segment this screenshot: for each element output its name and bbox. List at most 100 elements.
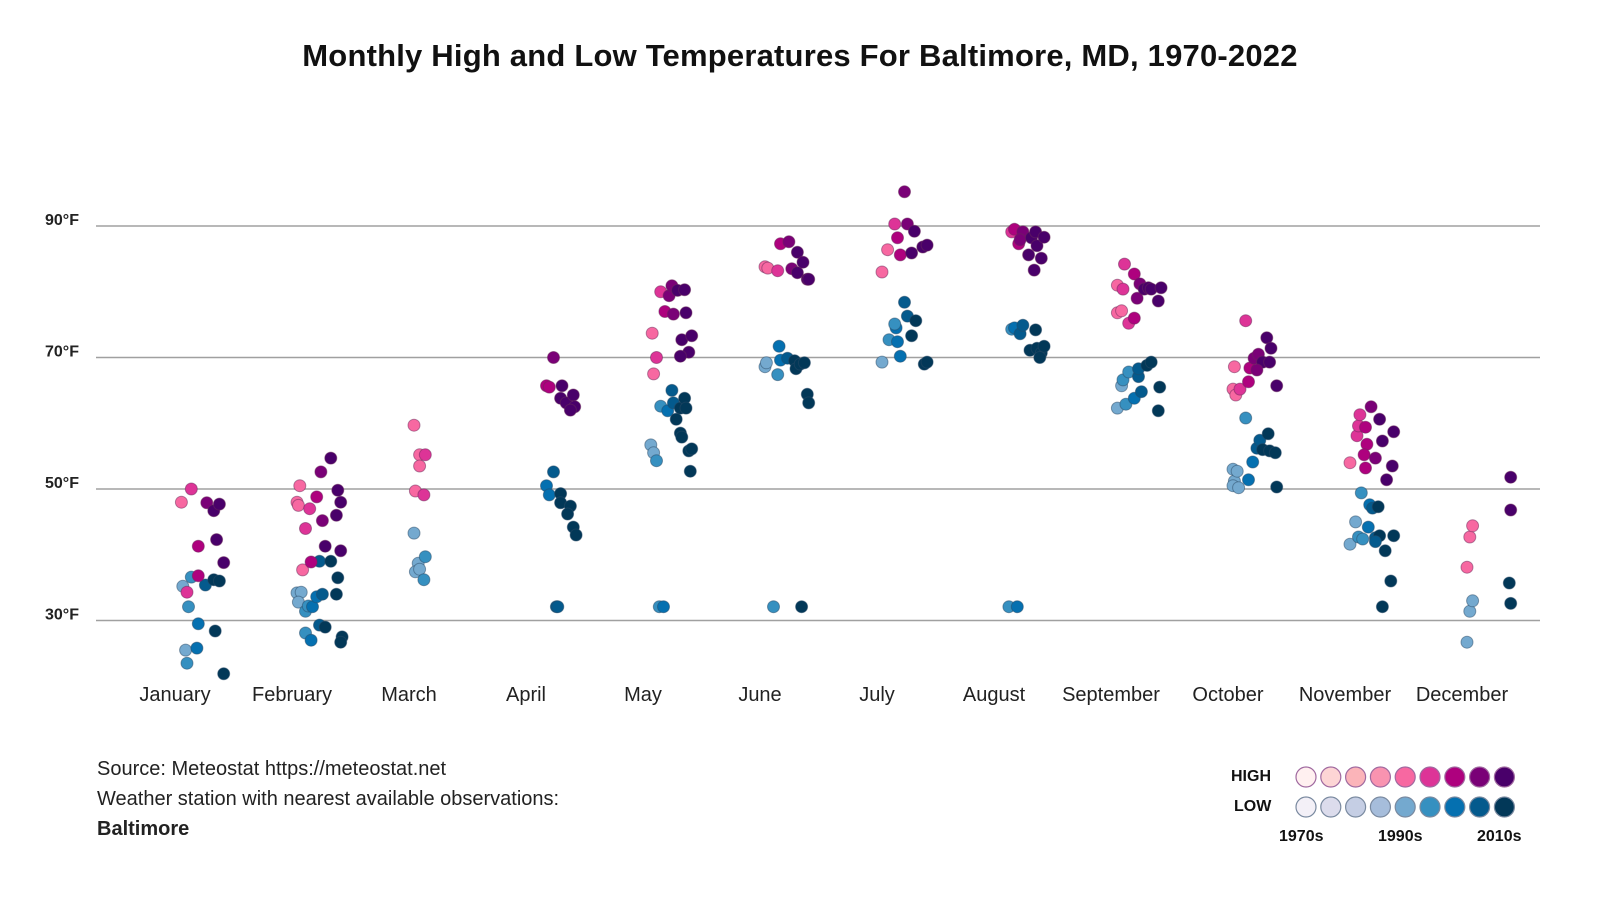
- high-temp-point: [802, 272, 816, 286]
- low-temp-point: [772, 339, 786, 353]
- low-temp-point: [898, 295, 911, 309]
- legend-high-swatch: [1295, 766, 1317, 788]
- high-temp-point: [291, 498, 305, 512]
- low-temp-point: [551, 600, 565, 614]
- legend-high-swatch: [1444, 766, 1466, 788]
- high-temp-point: [563, 403, 577, 417]
- low-temp-point: [1270, 480, 1284, 494]
- high-temp-point: [875, 265, 889, 279]
- high-temp-point: [1343, 456, 1357, 470]
- x-tick-label: March: [381, 684, 437, 706]
- high-temp-point: [334, 544, 348, 558]
- high-temp-point: [1466, 519, 1480, 533]
- low-temp-point: [1239, 411, 1253, 425]
- x-tick-label: April: [506, 684, 546, 706]
- low-temp-point: [1504, 596, 1518, 610]
- low-temp-point: [1343, 537, 1357, 551]
- high-temp-point: [790, 245, 804, 259]
- legend-low-swatch: [1295, 796, 1317, 818]
- low-temp-point: [329, 587, 343, 601]
- high-temp-point: [1463, 530, 1477, 544]
- legend-high-label: HIGH: [1231, 768, 1271, 785]
- high-temp-point: [1504, 503, 1518, 517]
- low-temp-point: [657, 600, 670, 614]
- high-temp-point: [1127, 267, 1141, 281]
- high-temp-point: [666, 307, 680, 321]
- low-temp-point: [180, 656, 194, 670]
- low-temp-point: [191, 617, 205, 631]
- x-tick-label: November: [1299, 684, 1392, 706]
- high-temp-point: [304, 555, 318, 569]
- station-name: Baltimore: [97, 818, 190, 840]
- high-temp-point: [217, 556, 231, 570]
- low-temp-point: [685, 442, 699, 456]
- legend-decade-2010s: 2010s: [1477, 828, 1522, 845]
- high-temp-point: [1364, 400, 1378, 414]
- high-temp-point: [191, 569, 205, 583]
- high-temp-point: [324, 451, 338, 465]
- x-tick-label: June: [738, 684, 781, 706]
- low-temp-point: [759, 356, 773, 370]
- high-temp-point: [891, 231, 904, 245]
- high-temp-point: [1504, 470, 1518, 484]
- high-temp-point: [547, 351, 560, 364]
- high-temp-point: [685, 329, 699, 343]
- high-temp-point: [898, 185, 911, 199]
- y-tick-label: 70°F: [45, 344, 79, 361]
- low-temp-point: [569, 528, 583, 542]
- low-temp-point: [1349, 515, 1363, 529]
- low-temp-point: [182, 600, 195, 614]
- high-temp-point: [647, 367, 661, 381]
- high-temp-point: [407, 418, 421, 432]
- low-temp-point: [650, 454, 663, 468]
- legend-low-swatch: [1369, 796, 1392, 818]
- high-temp-point: [1239, 314, 1253, 328]
- high-temp-point: [1027, 263, 1041, 277]
- high-temp-point: [296, 563, 310, 577]
- low-temp-point: [875, 355, 889, 369]
- source-text: Source: Meteostat https://meteostat.net: [97, 758, 447, 780]
- low-temp-point: [675, 430, 689, 444]
- x-tick-label: May: [624, 684, 662, 706]
- high-temp-point: [905, 246, 919, 260]
- high-temp-point: [1385, 459, 1399, 473]
- low-temp-point: [888, 317, 902, 331]
- high-temp-point: [790, 266, 804, 280]
- high-temp-point: [299, 522, 312, 535]
- high-temp-point: [771, 264, 785, 278]
- low-temp-point: [561, 507, 575, 521]
- high-temp-point: [184, 482, 198, 496]
- low-temp-point: [418, 550, 432, 564]
- low-temp-point: [1356, 532, 1370, 546]
- legend-decade-1990s: 1990s: [1378, 828, 1423, 845]
- low-temp-point: [1151, 404, 1165, 418]
- high-temp-point: [1373, 412, 1387, 426]
- low-temp-point: [1010, 600, 1024, 614]
- low-temp-point: [304, 633, 318, 647]
- high-temp-point: [1387, 425, 1401, 439]
- y-tick-label: 90°F: [45, 212, 79, 229]
- legend-low-swatch: [1320, 796, 1342, 818]
- high-temp-point: [1151, 294, 1165, 308]
- high-temp-point: [1116, 282, 1130, 296]
- low-temp-point: [324, 554, 338, 568]
- low-temp-point: [1460, 635, 1474, 649]
- high-temp-point: [796, 255, 810, 269]
- high-temp-point: [315, 514, 329, 528]
- high-temp-point: [180, 585, 194, 599]
- low-temp-point: [417, 573, 431, 587]
- high-temp-point: [1359, 420, 1372, 434]
- legend-low-swatch: [1419, 796, 1441, 818]
- high-temp-point: [1353, 408, 1367, 422]
- legend-high-swatch: [1344, 766, 1367, 788]
- high-temp-point: [329, 508, 343, 522]
- high-temp-point: [1242, 375, 1255, 389]
- x-tick-label: October: [1192, 684, 1263, 706]
- low-temp-point: [797, 356, 811, 370]
- high-temp-point: [334, 495, 348, 509]
- low-temp-point: [318, 620, 332, 634]
- legend-high-swatch: [1320, 766, 1342, 788]
- legend-high-swatch: [1468, 766, 1491, 788]
- low-temp-point: [1232, 481, 1246, 495]
- high-temp-point: [191, 539, 205, 553]
